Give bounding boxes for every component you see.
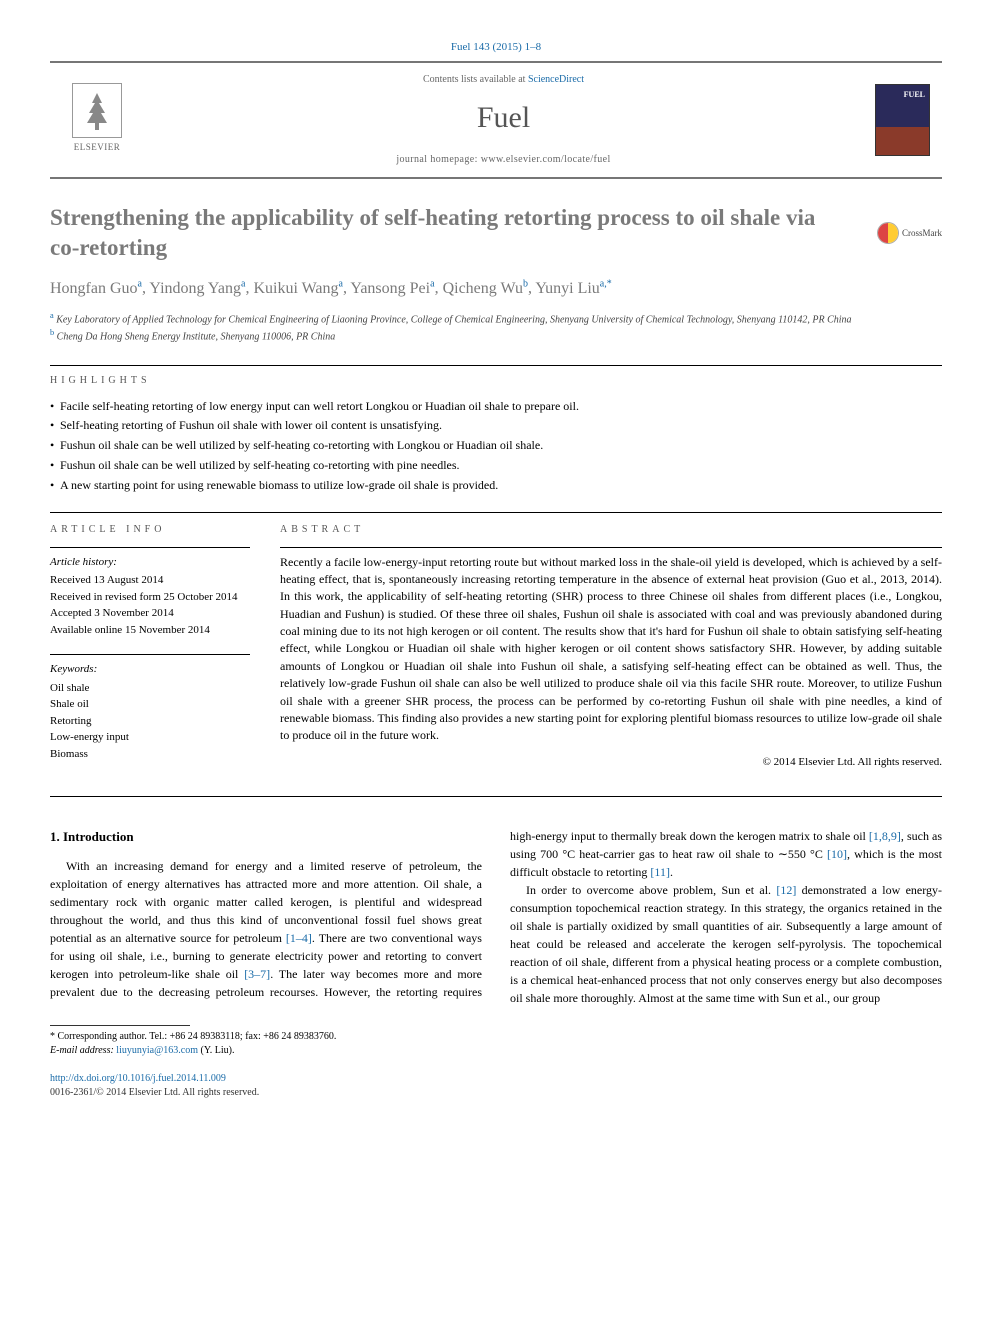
ref-link[interactable]: [10] bbox=[827, 847, 847, 861]
sciencedirect-link[interactable]: ScienceDirect bbox=[528, 74, 584, 85]
ref-link[interactable]: [12] bbox=[776, 883, 796, 897]
divider bbox=[50, 796, 942, 797]
abstract-label: abstract bbox=[280, 523, 942, 537]
crossmark-badge[interactable]: CrossMark bbox=[877, 222, 942, 244]
authors-list: Hongfan Guoa, Yindong Yanga, Kuikui Wang… bbox=[50, 277, 942, 300]
ref-link[interactable]: [3–7] bbox=[244, 967, 270, 981]
journal-cover-thumbnail[interactable] bbox=[875, 84, 930, 156]
citation-link[interactable]: Fuel 143 (2015) 1–8 bbox=[451, 41, 541, 53]
issn-line: 0016-2361/© 2014 Elsevier Ltd. All right… bbox=[50, 1086, 942, 1100]
doi-link[interactable]: http://dx.doi.org/10.1016/j.fuel.2014.11… bbox=[50, 1073, 226, 1084]
highlight-item: Fushun oil shale can be well utilized by… bbox=[50, 457, 942, 474]
footnote-divider bbox=[50, 1025, 190, 1026]
highlights-label: highlights bbox=[50, 374, 942, 388]
contents-lists-line: Contents lists available at ScienceDirec… bbox=[132, 73, 875, 87]
divider bbox=[50, 547, 250, 548]
footnotes: * Corresponding author. Tel.: +86 24 893… bbox=[50, 1030, 942, 1058]
ref-link[interactable]: [11] bbox=[650, 865, 670, 879]
divider bbox=[50, 512, 942, 513]
article-info-label: article info bbox=[50, 523, 250, 537]
author[interactable]: Hongfan Guoa bbox=[50, 280, 142, 297]
journal-header-box: ELSEVIER Contents lists available at Sci… bbox=[50, 61, 942, 179]
highlight-item: Fushun oil shale can be well utilized by… bbox=[50, 437, 942, 454]
crossmark-icon bbox=[877, 222, 899, 244]
divider bbox=[50, 365, 942, 366]
copyright-line: © 2014 Elsevier Ltd. All rights reserved… bbox=[280, 755, 942, 770]
keywords-block: Keywords: Oil shale Shale oil Retorting … bbox=[50, 661, 250, 762]
article-history: Article history: Received 13 August 2014… bbox=[50, 554, 250, 639]
section-heading: 1. Introduction bbox=[50, 827, 482, 847]
ref-link[interactable]: [1–4] bbox=[286, 931, 312, 945]
author[interactable]: Yunyi Liua,* bbox=[535, 280, 611, 297]
author[interactable]: Kuikui Wanga bbox=[253, 280, 343, 297]
article-title: Strengthening the applicability of self-… bbox=[50, 203, 830, 263]
journal-homepage-line: journal homepage: www.elsevier.com/locat… bbox=[132, 153, 875, 167]
highlight-item: Self-heating retorting of Fushun oil sha… bbox=[50, 417, 942, 434]
highlight-item: A new starting point for using renewable… bbox=[50, 477, 942, 494]
email-link[interactable]: liuyunyia@163.com bbox=[116, 1045, 198, 1056]
header-citation: Fuel 143 (2015) 1–8 bbox=[50, 40, 942, 55]
abstract-text: Recently a facile low-energy-input retor… bbox=[280, 554, 942, 745]
body-text: 1. Introduction With an increasing deman… bbox=[50, 827, 942, 1007]
author[interactable]: Yindong Yanga bbox=[149, 280, 245, 297]
author[interactable]: Qicheng Wub bbox=[443, 280, 528, 297]
highlights-list: Facile self-heating retorting of low ene… bbox=[50, 398, 942, 494]
journal-name: Fuel bbox=[132, 97, 875, 139]
elsevier-logo[interactable]: ELSEVIER bbox=[62, 83, 132, 158]
author[interactable]: Yansong Peia bbox=[350, 280, 434, 297]
highlight-item: Facile self-heating retorting of low ene… bbox=[50, 398, 942, 415]
ref-link[interactable]: [1,8,9] bbox=[869, 829, 901, 843]
homepage-url[interactable]: www.elsevier.com/locate/fuel bbox=[481, 154, 611, 165]
corresponding-author: * Corresponding author. Tel.: +86 24 893… bbox=[50, 1030, 942, 1044]
elsevier-tree-icon bbox=[72, 83, 122, 138]
divider bbox=[280, 547, 942, 548]
doi-line: http://dx.doi.org/10.1016/j.fuel.2014.11… bbox=[50, 1072, 942, 1086]
affiliations: a Key Laboratory of Applied Technology f… bbox=[50, 310, 942, 345]
elsevier-text: ELSEVIER bbox=[74, 141, 121, 154]
divider bbox=[50, 654, 250, 655]
